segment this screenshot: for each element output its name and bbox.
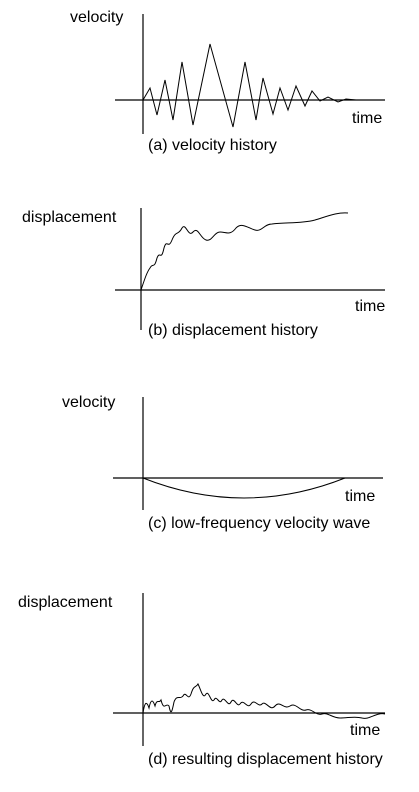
panel-c: velocity time (c) low-frequency velocity… xyxy=(62,394,383,532)
y-label: displacement xyxy=(22,209,117,226)
caption: (a) velocity history xyxy=(148,137,277,154)
caption: (c) low-frequency velocity wave xyxy=(148,515,370,532)
y-label: displacement xyxy=(18,594,113,611)
x-label: time xyxy=(350,722,380,739)
x-label: time xyxy=(352,110,382,127)
panel-d: displacement time (d) resulting displace… xyxy=(18,593,386,768)
y-label: velocity xyxy=(70,9,123,26)
x-label: time xyxy=(345,488,375,505)
caption: (b) displacement history xyxy=(148,322,318,339)
velocity-wave xyxy=(142,477,346,499)
displacement-curve xyxy=(140,212,349,291)
displacement-curve xyxy=(142,682,386,719)
panel-a: velocity time (a) velocity history xyxy=(70,9,385,154)
velocity-curve xyxy=(142,43,357,128)
x-label: time xyxy=(355,298,385,315)
caption: (d) resulting displacement history xyxy=(148,751,383,768)
panel-b: displacement time (b) displacement histo… xyxy=(22,208,385,339)
y-label: velocity xyxy=(62,394,115,411)
